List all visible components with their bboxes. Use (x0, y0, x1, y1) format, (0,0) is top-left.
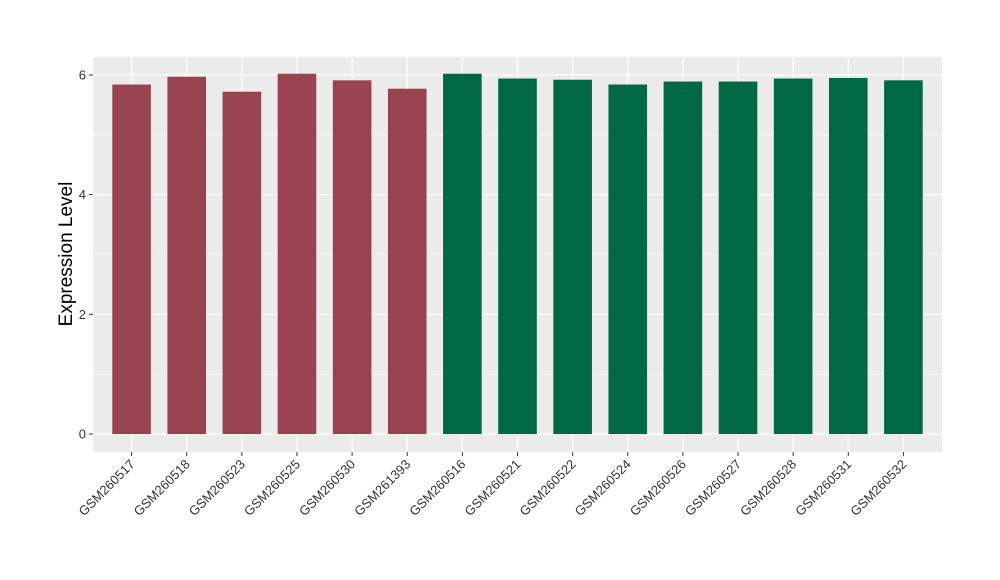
bar-GSM260516 (443, 73, 482, 435)
x-tick-label: GSM260523 (186, 457, 248, 519)
y-tick-label: 0 (79, 427, 86, 442)
bar-GSM260521 (498, 78, 537, 435)
bar-GSM260530 (332, 80, 372, 435)
y-tick-label: 4 (79, 187, 86, 202)
bar-GSM260517 (112, 84, 151, 435)
x-tick-label: GSM260516 (406, 457, 468, 519)
bar-GSM260531 (828, 77, 868, 435)
bar-GSM260518 (167, 76, 207, 435)
bar-GSM260528 (773, 78, 813, 435)
bar-GSM260525 (277, 73, 317, 435)
bar-GSM260526 (663, 81, 703, 435)
x-tick-label: GSM260528 (737, 457, 799, 519)
x-tick-label: GSM260530 (296, 457, 358, 519)
x-tick-label: GSM260517 (75, 457, 137, 519)
y-axis: 0 2 4 6 (79, 67, 93, 442)
y-tick-label: 2 (79, 307, 86, 322)
bar-GSM260524 (608, 84, 648, 435)
x-tick-label: GSM261393 (351, 457, 413, 519)
x-tick-label: GSM260525 (241, 457, 303, 519)
y-tick-label: 6 (79, 67, 86, 82)
x-axis: GSM260517GSM260518GSM260523GSM260525GSM2… (75, 452, 910, 519)
x-tick-label: GSM260518 (131, 457, 193, 519)
x-tick-label: GSM260531 (792, 457, 854, 519)
bars (112, 73, 923, 435)
y-axis-title: Expression Level (56, 182, 77, 327)
bar-GSM260527 (718, 81, 758, 435)
bar-GSM261393 (387, 88, 427, 435)
x-tick-label: GSM260532 (847, 457, 909, 519)
bar-GSM260532 (884, 80, 923, 435)
x-tick-label: GSM260527 (682, 457, 744, 519)
x-tick-label: GSM260521 (461, 457, 523, 519)
x-tick-label: GSM260526 (627, 457, 689, 519)
x-tick-label: GSM260522 (517, 457, 579, 519)
bar-GSM260523 (222, 91, 262, 435)
x-tick-label: GSM260524 (572, 457, 634, 519)
bar-GSM260522 (553, 79, 592, 435)
